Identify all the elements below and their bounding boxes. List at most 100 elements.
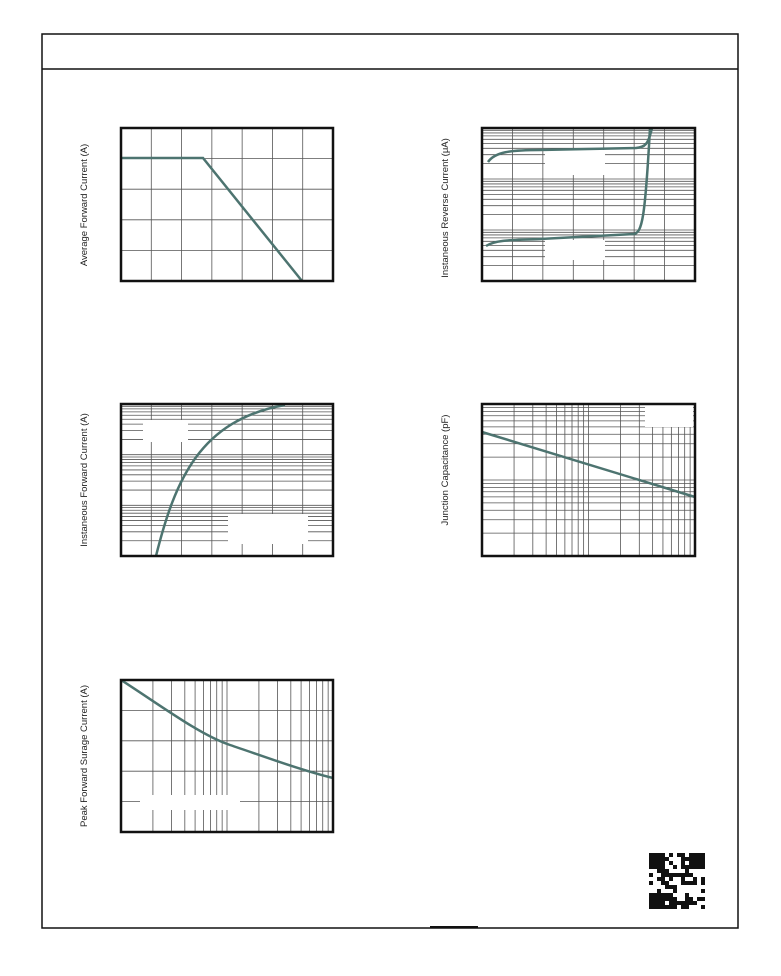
qr-module [661,865,665,869]
y-axis-label: Junction Capacitance (pF) [440,415,451,526]
legend-box [645,405,693,427]
qr-module [685,857,689,861]
qr-module [665,897,669,901]
qr-module [677,901,681,905]
qr-module [689,901,693,905]
qr-module [657,865,661,869]
qr-module [681,901,685,905]
qr-module [693,877,697,881]
qr-module [685,865,689,869]
qr-module [665,881,669,885]
graph [119,402,335,558]
qr-module [669,905,673,909]
qr-module [693,853,697,857]
qr-module [657,877,661,881]
qr-module [657,853,661,857]
qr-module [669,873,673,877]
qr-module [685,901,689,905]
y-axis-label: Peak Forward Surage Current (A) [79,685,90,827]
qr-module [685,869,689,873]
curve [154,403,286,557]
qr-module [649,897,653,901]
qr-module [669,853,673,857]
qr-module [697,857,701,861]
qr-code [648,852,706,909]
qr-module [681,861,685,865]
y-axis-label: Instaneous Forward Current (A) [79,413,90,547]
qr-module [673,905,677,909]
qr-module [701,905,705,909]
qr-module [649,857,653,861]
qr-module [673,873,677,877]
qr-module [653,861,657,865]
qr-module [649,861,653,865]
qr-module [661,853,665,857]
qr-module [657,897,661,901]
qr-module [681,857,685,861]
qr-module [669,901,673,905]
qr-module [677,873,681,877]
plot-frame [480,402,697,558]
qr-module [653,897,657,901]
plot-area [121,128,333,281]
qr-module [653,853,657,857]
qr-module [657,869,661,873]
y-axis-label: Instaneous Reverse Current (μA) [440,138,451,278]
qr-module [685,873,689,877]
qr-module [653,905,657,909]
graph [480,126,697,283]
qr-module [657,857,661,861]
qr-module [649,881,653,885]
qr-module [653,901,657,905]
qr-module [681,865,685,869]
qr-module [665,905,669,909]
qr-module [665,893,669,897]
qr-module [693,901,697,905]
qr-module [669,861,673,865]
qr-module [661,893,665,897]
qr-module [701,877,705,881]
qr-module [673,889,677,893]
qr-module [649,853,653,857]
curve [481,430,696,499]
qr-module [665,885,669,889]
qr-module [693,857,697,861]
qr-module [689,873,693,877]
qr-module [661,901,665,905]
qr-module [665,857,669,861]
qr-module [701,881,705,885]
y-axis-label: Average Forward Current (A) [79,144,90,266]
qr-module [689,865,693,869]
qr-module [685,893,689,897]
qr-module [701,865,705,869]
qr-module [661,861,665,865]
graph [119,126,335,283]
qr-module [693,881,697,885]
qr-module [681,853,685,857]
qr-module [661,857,665,861]
qr-module [653,865,657,869]
qr-module [661,869,665,873]
plot-frame [480,126,697,283]
qr-module [681,905,685,909]
qr-module [689,861,693,865]
qr-module [697,865,701,869]
qr-module [657,901,661,905]
qr-module [697,853,701,857]
legend-box [143,420,188,442]
qr-module [673,865,677,869]
qr-module [701,857,705,861]
qr-module [701,861,705,865]
curve [485,127,652,248]
plot-frame [119,126,335,283]
qr-module [697,861,701,865]
qr-module [661,881,665,885]
qr-module [681,877,685,881]
curve [120,678,334,780]
qr-module [693,861,697,865]
graph [119,678,335,834]
qr-module [685,881,689,885]
qr-module [657,861,661,865]
legend-box [545,150,605,175]
qr-module [653,893,657,897]
